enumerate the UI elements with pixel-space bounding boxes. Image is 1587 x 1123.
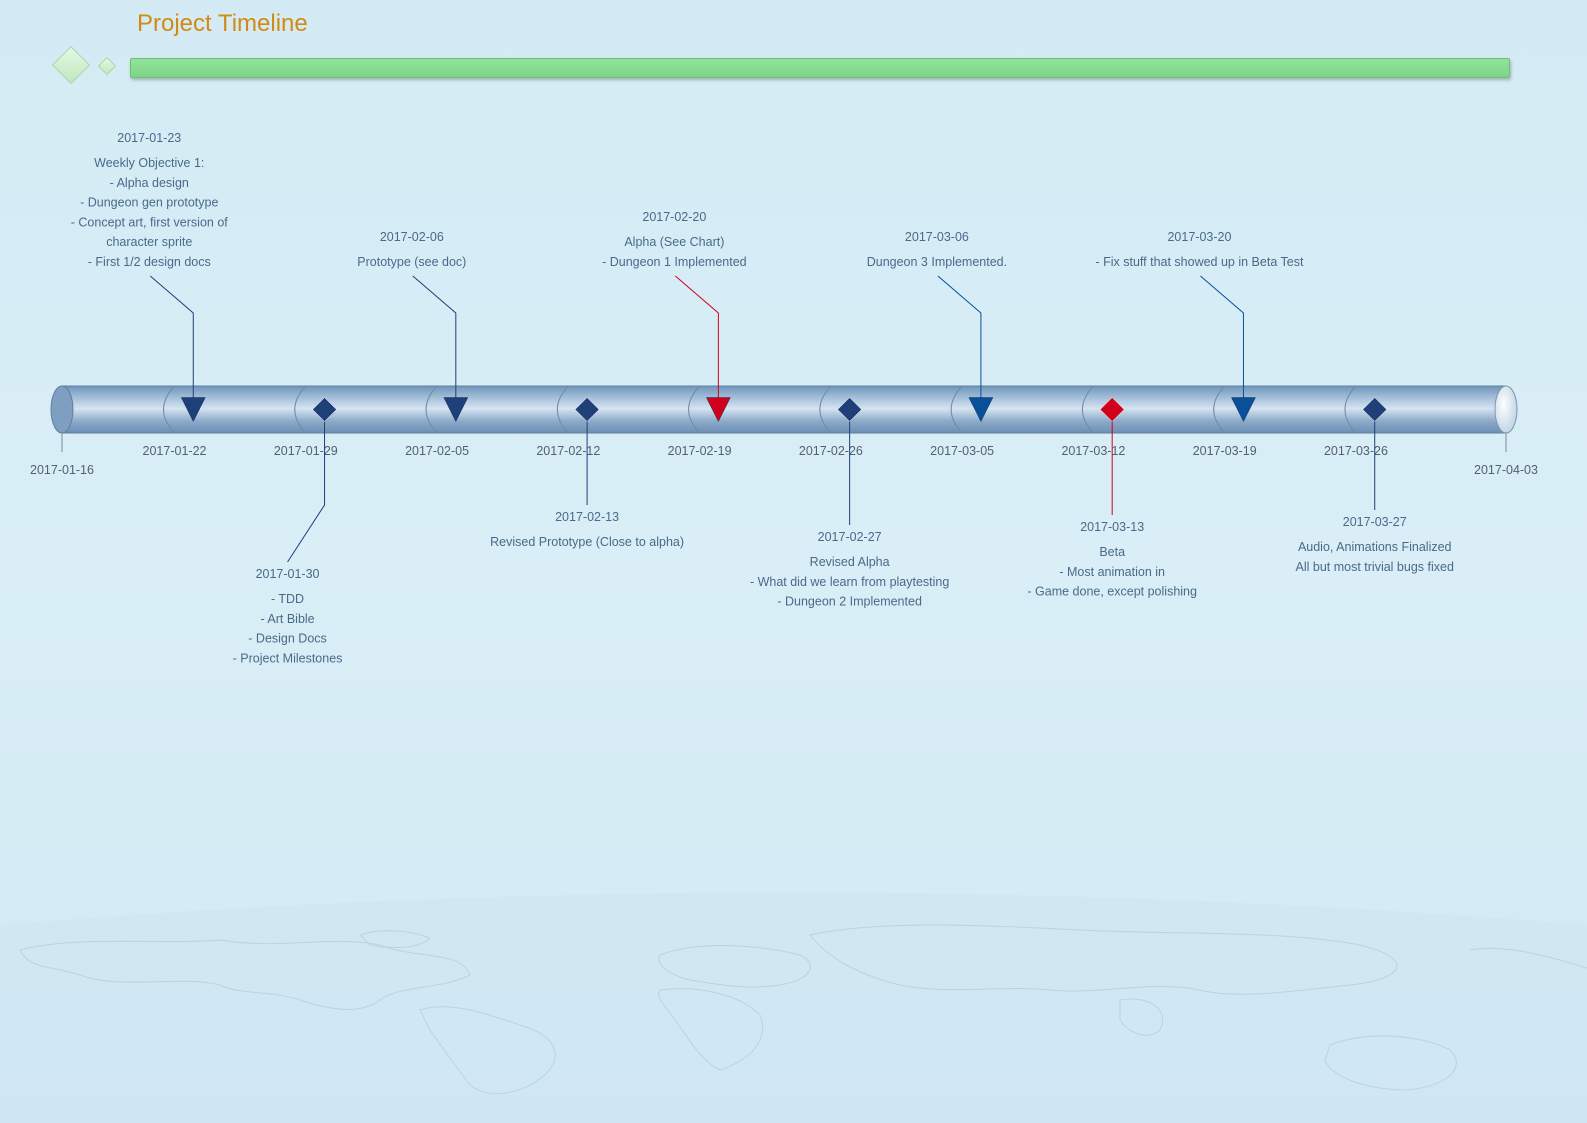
milestone-diamond-marker (1099, 397, 1125, 422)
tick-label: 2017-02-12 (536, 444, 600, 458)
event-description-line: Dungeon 3 Implemented. (867, 255, 1007, 269)
timeline-event: 2017-02-20 Alpha (See Chart) - Dungeon 1 I… (602, 210, 747, 423)
tick-label: 2017-01-22 (143, 444, 207, 458)
tick-label: 2017-02-05 (405, 444, 469, 458)
event-description-line: Beta (1099, 545, 1125, 559)
milestone-diamond-marker (1362, 397, 1388, 422)
event-description-line: - Alpha design (110, 176, 189, 190)
header-diamond-small (97, 56, 117, 76)
timeline-event: 2017-01-30 - TDD - Art Bible - Design Docs -… (233, 397, 343, 665)
timeline-event: 2017-03-27 Audio, Animations Finalized All… (1296, 397, 1454, 574)
tube-segment-divider (819, 385, 832, 434)
header-bar (130, 58, 1510, 78)
timeline-event: 2017-02-27 Revised Alpha - What did we lea… (750, 397, 949, 609)
event-description-line: Audio, Animations Finalized (1298, 540, 1452, 554)
tick-label: 2017-02-19 (668, 444, 732, 458)
timeline-event: 2017-02-13 Revised Prototype (Close to al… (490, 397, 684, 549)
event-connector (287, 409, 326, 563)
event-description-line: character sprite (106, 235, 192, 249)
event-description-line: Revised Alpha (810, 555, 890, 569)
event-description-line: Weekly Objective 1: (94, 156, 204, 170)
tube-segment-divider (1081, 385, 1094, 434)
milestone-diamond-marker (574, 397, 600, 422)
event-description-line: - Most animation in (1059, 565, 1165, 579)
event-description-line: - Design Docs (248, 632, 327, 646)
tick-label: 2017-03-26 (1324, 444, 1388, 458)
timeline-event: 2017-03-20 - Fix stuff that showed up in … (1095, 230, 1304, 423)
event-description-line: - Dungeon 2 Implemented (777, 595, 922, 609)
event-connector (412, 275, 457, 402)
milestone-triangle-marker (1231, 397, 1256, 423)
milestone-diamond-marker (312, 397, 337, 422)
event-date: 2017-03-13 (1080, 520, 1144, 534)
event-description-line: - TDD (271, 592, 304, 606)
milestone-triangle-marker (443, 397, 469, 423)
tick-label: 2017-03-19 (1193, 444, 1257, 458)
event-date: 2017-02-13 (555, 510, 619, 524)
tube-segment-divider (688, 385, 700, 434)
tube-segment-divider (556, 385, 569, 434)
tube-segment-divider (1213, 385, 1226, 434)
tick-label: 2017-03-05 (930, 444, 994, 458)
event-connector (937, 275, 982, 402)
event-date: 2017-03-20 (1167, 230, 1231, 244)
event-date: 2017-02-20 (642, 210, 706, 224)
event-description-line: Prototype (see doc) (357, 255, 466, 269)
timeline-event: 2017-03-13 Beta - Most animation in - Game … (1027, 397, 1197, 599)
timeline-tube (50, 385, 1518, 434)
tube-segment-divider (294, 385, 307, 434)
event-date: 2017-01-30 (256, 567, 320, 581)
event-date: 2017-02-06 (380, 230, 444, 244)
event-connector (1200, 275, 1244, 402)
timeline-start-label: 2017-01-16 (30, 463, 94, 477)
tube-segment-divider (425, 385, 438, 434)
event-description-line: - What did we learn from playtesting (750, 575, 949, 589)
event-description-line: - Fix stuff that showed up in Beta Test (1095, 255, 1304, 269)
tick-label: 2017-03-12 (1061, 444, 1125, 458)
event-description-line: Revised Prototype (Close to alpha) (490, 535, 684, 549)
tube-segment-divider (1344, 385, 1357, 434)
event-description-line: - Dungeon gen prototype (80, 196, 218, 210)
tick-label: 2017-01-29 (274, 444, 338, 458)
event-date: 2017-03-06 (905, 230, 969, 244)
event-description-line: - Art Bible (260, 612, 314, 626)
event-description-line: - Game done, except polishing (1027, 585, 1197, 599)
timeline-event: 2017-01-23 Weekly Objective 1: - Alpha des… (71, 131, 229, 423)
event-date: 2017-02-27 (818, 530, 882, 544)
event-connector (675, 275, 719, 402)
event-description-line: - Concept art, first version of (71, 215, 229, 229)
event-date: 2017-03-27 (1343, 515, 1407, 529)
tick-label: 2017-02-26 (799, 444, 863, 458)
event-date: 2017-01-23 (117, 131, 181, 145)
tube-segment-divider (950, 385, 963, 434)
milestone-triangle-marker (968, 397, 994, 423)
event-connector (149, 275, 194, 402)
event-description-line: - Dungeon 1 Implemented (602, 255, 747, 269)
timeline-event: 2017-03-06 Dungeon 3 Implemented. (867, 230, 1007, 423)
event-description-line: - First 1/2 design docs (88, 255, 211, 269)
milestone-diamond-marker (837, 397, 862, 422)
tube-segment-divider (163, 385, 175, 434)
event-description-line: Alpha (See Chart) (624, 235, 724, 249)
event-description-line: All but most trivial bugs fixed (1296, 560, 1454, 574)
page-title: Project Timeline (137, 10, 308, 37)
world-map-watermark (19, 924, 1587, 1095)
event-description-line: - Project Milestones (233, 651, 343, 665)
milestone-triangle-marker (180, 397, 206, 423)
timeline-event: 2017-02-06 Prototype (see doc) (357, 230, 469, 423)
timeline-end-label: 2017-04-03 (1474, 463, 1538, 477)
header-diamond-large (51, 45, 91, 85)
milestone-triangle-marker (705, 397, 731, 423)
